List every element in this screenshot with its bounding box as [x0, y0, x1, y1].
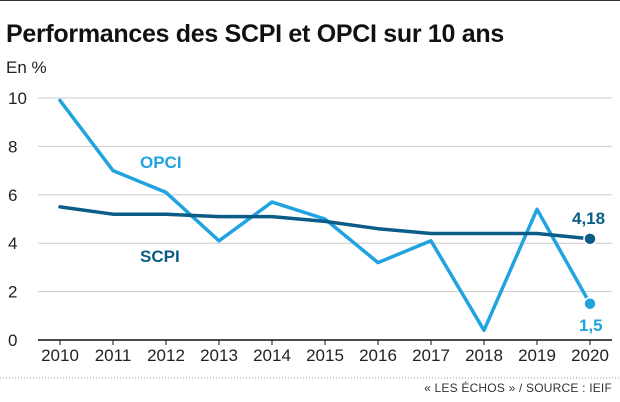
x-tick-label-2019: 2019 [518, 346, 556, 365]
y-tick-label-8: 8 [8, 137, 17, 156]
top-rule [0, 0, 620, 1]
series-label-opci: OPCI [140, 153, 182, 172]
y-tick-label-4: 4 [8, 234, 17, 253]
x-tick-label-2018: 2018 [465, 346, 503, 365]
y-tick-label-6: 6 [8, 186, 17, 205]
chart-title: Performances des SCPI et OPCI sur 10 ans [6, 20, 504, 48]
x-tick-label-2013: 2013 [200, 346, 238, 365]
x-tick-label-2014: 2014 [253, 346, 291, 365]
source-credit: « LES ÉCHOS » / SOURCE : IEIF [424, 381, 612, 395]
series-line-scpi [58, 205, 592, 241]
y-tick-label-10: 10 [8, 89, 27, 108]
x-tick-label-2010: 2010 [41, 346, 79, 365]
unit-label: En % [6, 58, 47, 77]
endpoint-opci [583, 296, 597, 311]
y-tick-label-0: 0 [8, 331, 17, 350]
x-tick-label-2011: 2011 [95, 346, 132, 365]
y-tick-label-2: 2 [8, 283, 17, 302]
end-label-opci: 1,5 [579, 316, 603, 335]
x-tick-label-2012: 2012 [147, 346, 185, 365]
endpoint-scpi [583, 232, 597, 246]
series-line-opci [58, 98, 592, 333]
x-tick-label-2016: 2016 [359, 346, 397, 365]
end-label-scpi: 4,18 [572, 209, 605, 228]
series-label-scpi: SCPI [140, 247, 180, 266]
x-tick-label-2015: 2015 [306, 346, 344, 365]
x-tick-label-2020: 2020 [571, 346, 609, 365]
x-tick-label-2017: 2017 [412, 346, 450, 365]
